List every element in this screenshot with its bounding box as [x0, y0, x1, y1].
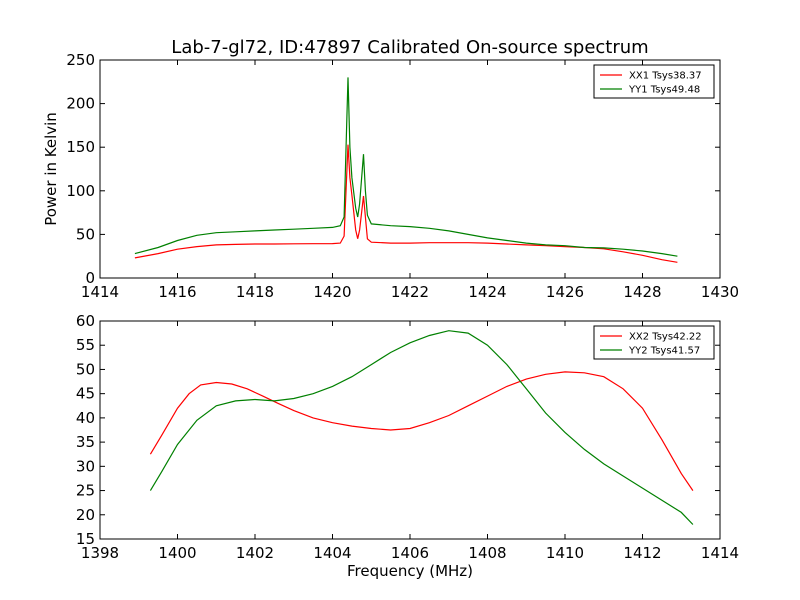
bottom-panel-x-tick-label: 1400 — [158, 544, 196, 562]
bottom-panel-x-axis-label: Frequency (MHz) — [347, 562, 473, 580]
bottom-panel-series-lines — [149, 330, 694, 525]
bottom-panel-y-tick-label: 40 — [76, 409, 95, 427]
bottom-panel: 1398 1400 1402 1404 1406 1408 1410 1412 1414 15 20… — [76, 312, 739, 580]
top-panel-y-tick-label: 250 — [66, 51, 95, 69]
bottom-panel-y-tick-label: 45 — [76, 385, 95, 403]
top-panel-x-tick-label: 1414 — [81, 283, 119, 301]
top-panel-y-tick-label: 50 — [76, 225, 95, 243]
top-panel-legend-box — [593, 64, 715, 99]
bottom-panel-series-line-1 — [149, 330, 694, 525]
top-panel-series-lines — [134, 77, 678, 263]
bottom-panel-series-line-0 — [149, 371, 694, 491]
top-panel-x-tick-label: 1418 — [236, 283, 274, 301]
bottom-panel-x-tick-label: 1408 — [468, 544, 506, 562]
top-panel-series-line-0 — [134, 144, 678, 263]
bottom-panel-x-tick-label: 1412 — [623, 544, 661, 562]
top-panel-x-tick-label: 1420 — [313, 283, 351, 301]
bottom-panel-legend-label-1: YY2 Tsys41.57 — [628, 346, 700, 357]
bottom-panel-y-tick-label: 55 — [76, 336, 95, 354]
bottom-panel-y-tick-label: 35 — [76, 433, 95, 451]
top-panel-y-tick-label: 0 — [85, 269, 95, 287]
bottom-panel-legend-box — [593, 325, 715, 360]
top-panel-legend: XX1 Tsys38.37 YY1 Tsys49.48 — [593, 64, 715, 99]
top-panel-y-tick-label: 200 — [66, 95, 95, 113]
top-panel-x-tick-label: 1428 — [623, 283, 661, 301]
bottom-panel-x-tick-label: 1404 — [313, 544, 351, 562]
bottom-panel-y-tick-label: 15 — [76, 530, 95, 548]
bottom-panel-legend: XX2 Tsys42.22 YY2 Tsys41.57 — [593, 325, 715, 360]
bottom-panel-x-tick-label: 1406 — [391, 544, 429, 562]
top-panel-x-tick-label: 1430 — [701, 283, 739, 301]
bottom-panel-y-tick-label: 20 — [76, 506, 95, 524]
top-panel-x-tick-label: 1426 — [546, 283, 584, 301]
top-panel-legend-label-0: XX1 Tsys38.37 — [629, 71, 702, 82]
top-panel: 1414 1416 1418 1420 1422 1424 1426 1428 1430 0 50 1… — [42, 51, 739, 301]
top-panel-x-tick-label: 1416 — [158, 283, 196, 301]
top-panel-y-tick-label: 150 — [66, 138, 95, 156]
bottom-panel-x-tick-label: 1410 — [546, 544, 584, 562]
bottom-panel-y-tick-label: 25 — [76, 482, 95, 500]
bottom-panel-y-tick-label: 60 — [76, 312, 95, 330]
top-panel-x-tick-label: 1424 — [468, 283, 506, 301]
top-panel-ticks: 1414 1416 1418 1420 1422 1424 1426 1428 1430 0 50 1… — [66, 51, 739, 301]
chart-title: Lab-7-gl72, ID:47897 Calibrated On-sourc… — [171, 37, 648, 58]
top-panel-y-tick-label: 100 — [66, 182, 95, 200]
bottom-panel-x-tick-label: 1398 — [81, 544, 119, 562]
bottom-panel-y-tick-label: 50 — [76, 360, 95, 378]
top-panel-y-axis-label: Power in Kelvin — [42, 112, 60, 226]
top-panel-x-tick-label: 1422 — [391, 283, 429, 301]
bottom-panel-legend-label-0: XX2 Tsys42.22 — [629, 332, 702, 343]
bottom-panel-ticks: 1398 1400 1402 1404 1406 1408 1410 1412 1414 15 20… — [76, 312, 739, 562]
top-panel-legend-label-1: YY1 Tsys49.48 — [628, 85, 700, 96]
bottom-panel-x-tick-label: 1414 — [701, 544, 739, 562]
top-panel-series-line-1 — [134, 77, 678, 257]
bottom-panel-x-tick-label: 1402 — [236, 544, 274, 562]
bottom-panel-y-tick-label: 30 — [76, 457, 95, 475]
